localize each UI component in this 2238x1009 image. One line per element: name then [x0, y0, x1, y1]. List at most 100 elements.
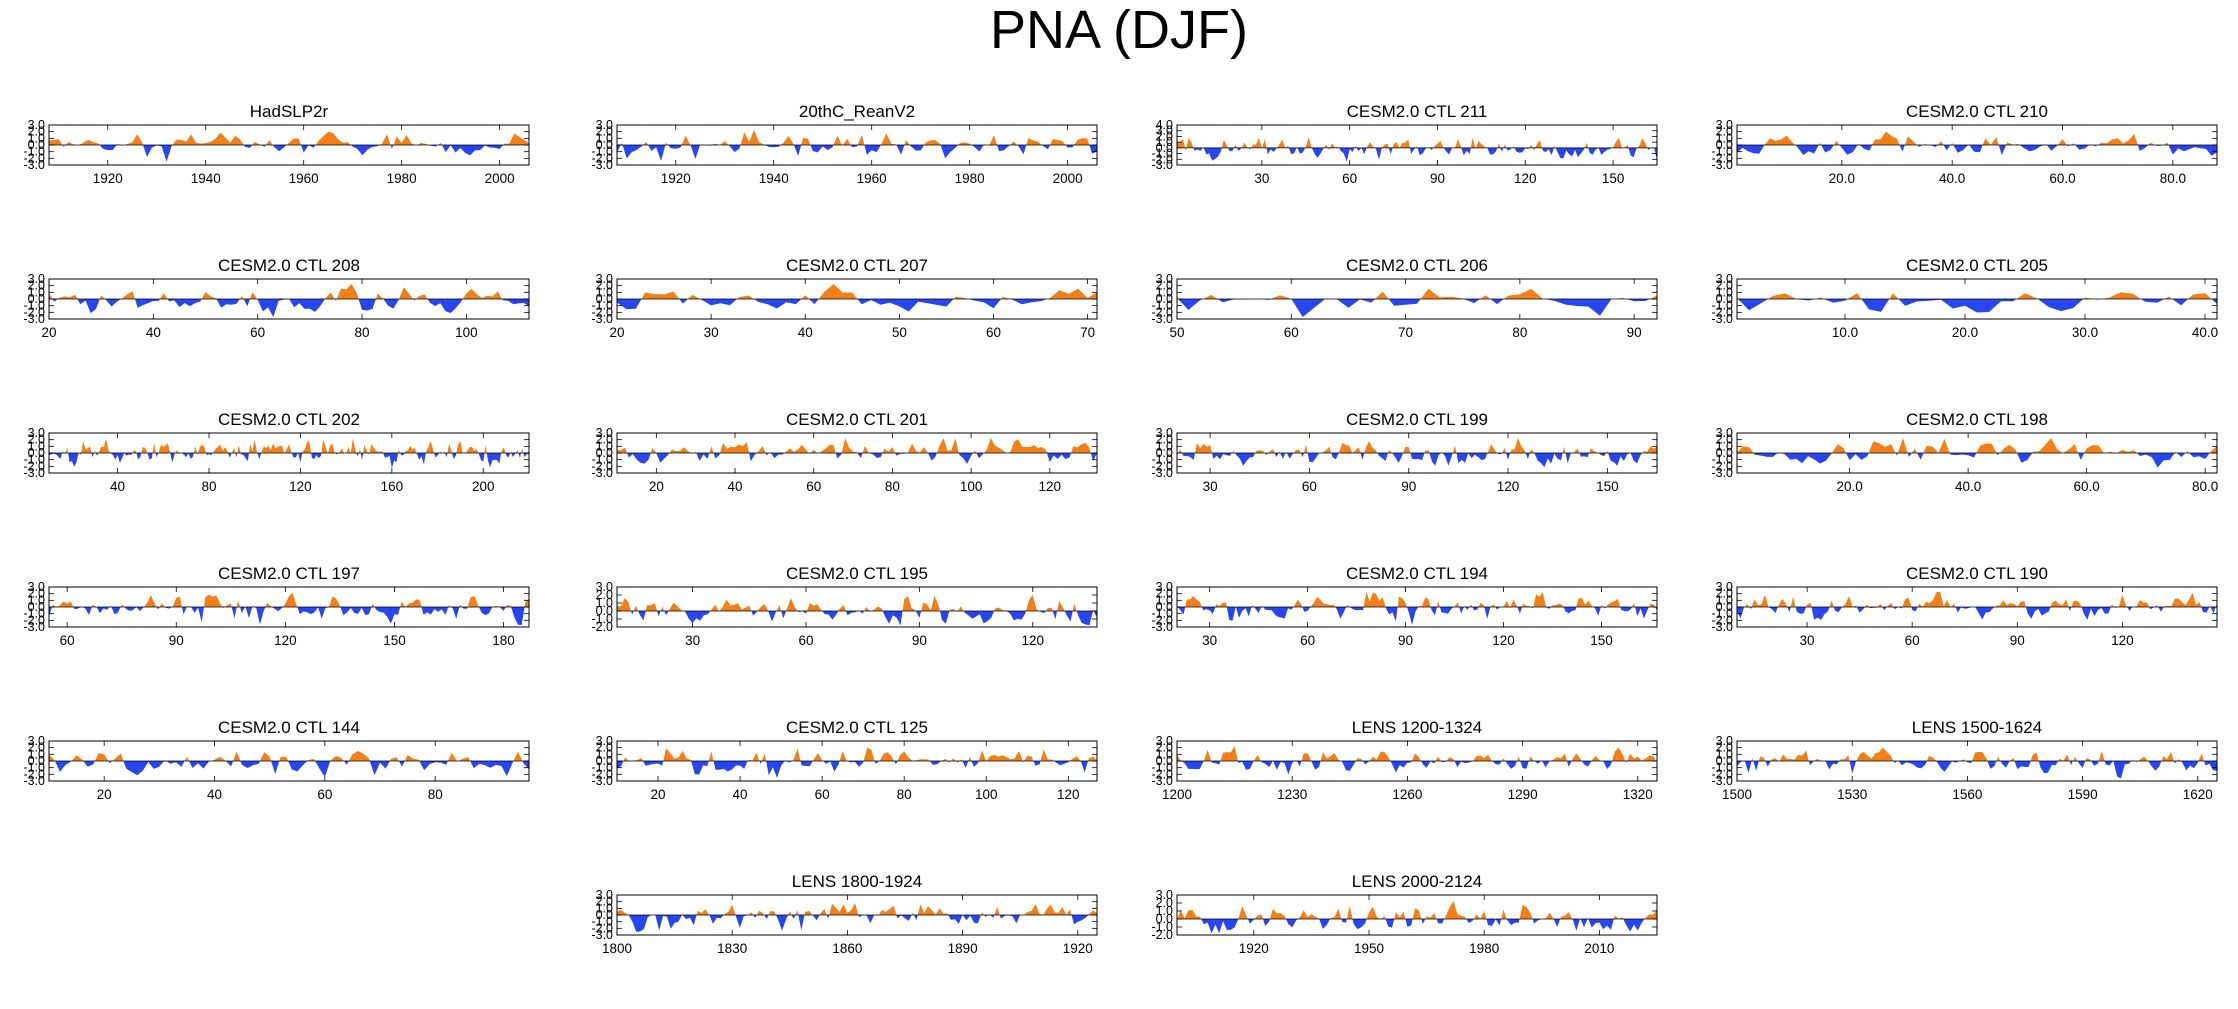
y-tick-label: -2.0: [23, 767, 45, 781]
chart-panel: CESM2.0 CTL 190 3.02.01.00.0-1.0-2.0-3.0 3…: [1711, 564, 2218, 648]
y-tick-label: 2.0: [596, 741, 613, 755]
negative-area: [1737, 761, 2217, 779]
y-tick-label: 1.0: [1156, 285, 1173, 299]
chart-panel: LENS 1500-16243.02.01.00.0-1.0-2.0-3.015…: [1711, 718, 2218, 802]
y-tick-label: -1.0: [1151, 453, 1173, 467]
y-tick-label: -3.0: [591, 928, 613, 942]
positive-area: [1177, 288, 1657, 299]
y-tick-label: 1.0: [596, 901, 613, 915]
y-tick-label: -3.0: [591, 774, 613, 788]
y-tick-label: -2.0: [591, 305, 613, 319]
x-tick-label: 80.0: [2192, 479, 2218, 494]
y-tick-label: 0.0: [1716, 446, 1733, 460]
x-tick-label: 1940: [759, 171, 789, 186]
y-tick-label: 3.0: [1156, 888, 1173, 902]
y-tick-label: -3.0: [1151, 774, 1173, 788]
y-tick-label: -1.0: [1711, 607, 1733, 621]
y-tick-label: 1.0: [596, 131, 613, 145]
positive-area: [617, 438, 1097, 453]
positive-area: [49, 751, 529, 761]
x-tick-label: 60: [1905, 633, 1920, 648]
chart-panel: CESM2.0 CTL 194 3.02.01.00.0-1.0-2.0-3.0 3…: [1151, 564, 1658, 648]
negative-area: [1177, 761, 1657, 775]
x-tick-label: 90: [169, 633, 184, 648]
x-tick-label: 60: [1284, 325, 1299, 340]
panel-title: LENS 1500-1624: [1912, 718, 2042, 737]
negative-area: [1177, 147, 1657, 162]
y-tick-label: -2.0: [1711, 305, 1733, 319]
y-tick-label: 3.0: [28, 580, 45, 594]
y-tick-label: -2.0: [23, 305, 45, 319]
x-tick-label: 80: [355, 325, 370, 340]
panel-title: CESM2.0 CTL 198: [1906, 410, 2048, 429]
y-tick-label: 2.0: [1156, 433, 1173, 447]
x-tick-label: 60: [815, 787, 830, 802]
chart-panel: CESM2.0 CTL 207 3.02.01.00.0-1.0-2.0-3.02…: [591, 256, 1098, 340]
y-tick-label: 1.0: [596, 747, 613, 761]
y-tick-label: 1.0: [1156, 904, 1173, 918]
chart-panel: CESM2.0 CTL 125 3.02.01.00.0-1.0-2.0-3.0 2…: [591, 718, 1098, 802]
x-tick-label: 120: [1497, 479, 1520, 494]
x-tick-label: 1920: [661, 171, 691, 186]
x-tick-label: 80: [201, 479, 216, 494]
negative-area: [49, 607, 529, 625]
x-tick-label: 1530: [1837, 787, 1867, 802]
x-tick-label: 2000: [485, 171, 515, 186]
x-tick-label: 200: [472, 479, 495, 494]
y-tick-label: 0.0: [1156, 600, 1173, 614]
y-tick-label: 0.0: [28, 292, 45, 306]
chart-panel: LENS 1800-19243.02.01.00.0-1.0-2.0-3.018…: [591, 872, 1098, 956]
x-tick-label: 60.0: [2049, 171, 2075, 186]
positive-area: [1737, 131, 2217, 145]
x-tick-label: 1980: [387, 171, 417, 186]
y-tick-label: -1.0: [1151, 147, 1173, 161]
figure-title: PNA (DJF): [989, 0, 1248, 60]
plot-frame: [616, 586, 1098, 628]
chart-panel: HadSLP2r 3.02.01.00.0-1.0-2.0-3.0 1920 1940…: [23, 102, 530, 186]
x-tick-label: 30.0: [2072, 325, 2098, 340]
x-tick-label: 1230: [1277, 787, 1307, 802]
positive-area: [49, 438, 529, 453]
y-tick-label: -3.0: [1711, 620, 1733, 634]
x-tick-label: 1560: [1952, 787, 1982, 802]
x-tick-label: 40: [146, 325, 161, 340]
y-tick-label: -3.0: [1711, 466, 1733, 480]
y-tick-label: -1.0: [1711, 453, 1733, 467]
x-tick-label: 1960: [289, 171, 319, 186]
negative-area: [617, 145, 1097, 161]
x-tick-label: 1860: [832, 941, 862, 956]
x-tick-label: 120: [274, 633, 297, 648]
panel-title: CESM2.0 CTL 144: [218, 718, 360, 737]
y-tick-label: 3.0: [1156, 124, 1173, 138]
y-tick-label: -1.0: [23, 761, 45, 775]
chart-panel: CESM2.0 CTL 201 3.02.01.00.0-1.0-2.0-3.0 2…: [591, 410, 1098, 494]
y-tick-label: -1.0: [1151, 299, 1173, 313]
x-tick-label: 80.0: [2160, 171, 2186, 186]
y-tick-label: 2.0: [1156, 896, 1173, 910]
y-tick-label: 0.0: [1156, 141, 1173, 155]
x-tick-label: 20: [97, 787, 112, 802]
x-tick-label: 90: [912, 633, 927, 648]
x-tick-label: 10.0: [1832, 325, 1858, 340]
chart-panel: CESM2.0 CTL 197 3.02.01.00.0-1.0-2.0-3.0 6…: [23, 564, 530, 648]
panel-title: CESM2.0 CTL 210: [1906, 102, 2048, 121]
y-tick-label: 1.0: [596, 596, 613, 610]
x-tick-label: 20.0: [1829, 171, 1855, 186]
negative-area: [49, 453, 529, 469]
y-tick-label: -1.0: [1151, 607, 1173, 621]
y-tick-label: 2.0: [1716, 587, 1733, 601]
x-tick-label: 1960: [857, 171, 887, 186]
x-tick-label: 90: [1398, 633, 1413, 648]
y-tick-label: 1.0: [596, 439, 613, 453]
y-tick-label: -3.0: [1711, 774, 1733, 788]
y-tick-label: -3.0: [591, 312, 613, 326]
x-tick-label: 40: [110, 479, 125, 494]
panel-title: LENS 1800-1924: [792, 872, 922, 891]
x-tick-label: 60: [1300, 633, 1315, 648]
x-tick-label: 40.0: [1939, 171, 1965, 186]
positive-area: [1177, 901, 1657, 919]
x-tick-label: 30: [1203, 479, 1218, 494]
y-tick-label: 1.0: [1156, 439, 1173, 453]
x-tick-label: 50: [892, 325, 907, 340]
x-tick-label: 120: [289, 479, 312, 494]
